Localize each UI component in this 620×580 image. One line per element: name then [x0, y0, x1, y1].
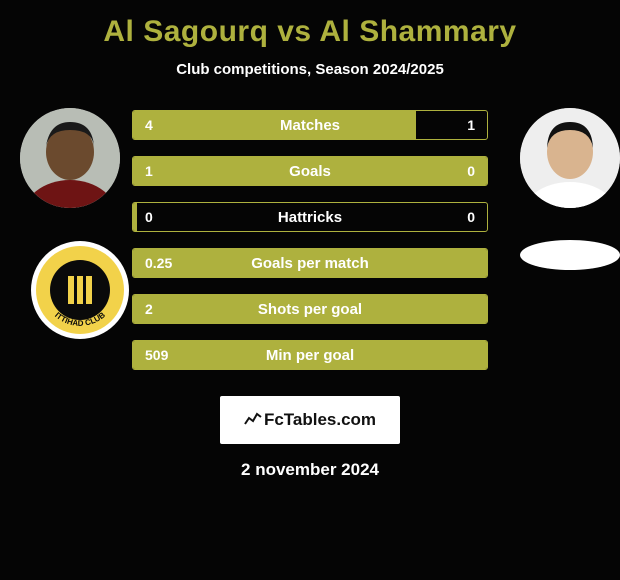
- player2-photo: [520, 108, 620, 208]
- stat-label: Min per goal: [133, 341, 487, 369]
- stat-value-right: [463, 295, 487, 323]
- club-badge-icon: ITTIHAD CLUB: [30, 240, 130, 340]
- stat-value-right: 1: [455, 111, 487, 139]
- player1-name: Al Sagourq: [103, 15, 268, 48]
- player1-photo: [20, 108, 120, 208]
- site-logo-icon: [244, 412, 262, 426]
- site-badge: FcTables.com: [220, 396, 400, 444]
- player1-club-badge: ITTIHAD CLUB: [30, 240, 130, 340]
- stat-label: Matches: [133, 111, 487, 139]
- stat-label: Hattricks: [133, 203, 487, 231]
- stat-row: 4Matches1: [132, 110, 488, 140]
- stat-value-right: 0: [455, 157, 487, 185]
- date: 2 november 2024: [10, 460, 610, 480]
- player1-avatar-icon: [20, 108, 120, 208]
- vs-text: vs: [277, 15, 311, 48]
- page-title: Al Sagourq vs Al Shammary: [10, 15, 610, 49]
- stat-row: 509Min per goal: [132, 340, 488, 370]
- stat-row: 0.25Goals per match: [132, 248, 488, 278]
- stat-value-right: [463, 341, 487, 369]
- stat-label: Goals per match: [133, 249, 487, 277]
- stat-value-right: [463, 249, 487, 277]
- site-label: FcTables.com: [264, 410, 376, 429]
- stat-row: 0Hattricks0: [132, 202, 488, 232]
- player2-club-badge: [520, 240, 620, 270]
- player2-name: Al Shammary: [319, 15, 516, 48]
- stat-bars: 4Matches11Goals00Hattricks00.25Goals per…: [132, 110, 488, 370]
- subtitle: Club competitions, Season 2024/2025: [10, 61, 610, 78]
- stat-label: Shots per goal: [133, 295, 487, 323]
- stat-row: 2Shots per goal: [132, 294, 488, 324]
- stat-row: 1Goals0: [132, 156, 488, 186]
- stats-area: ITTIHAD CLUB 4Matches11Goals00Hattricks0…: [10, 110, 610, 370]
- player2-avatar-icon: [520, 108, 620, 208]
- stat-label: Goals: [133, 157, 487, 185]
- stat-value-right: 0: [455, 203, 487, 231]
